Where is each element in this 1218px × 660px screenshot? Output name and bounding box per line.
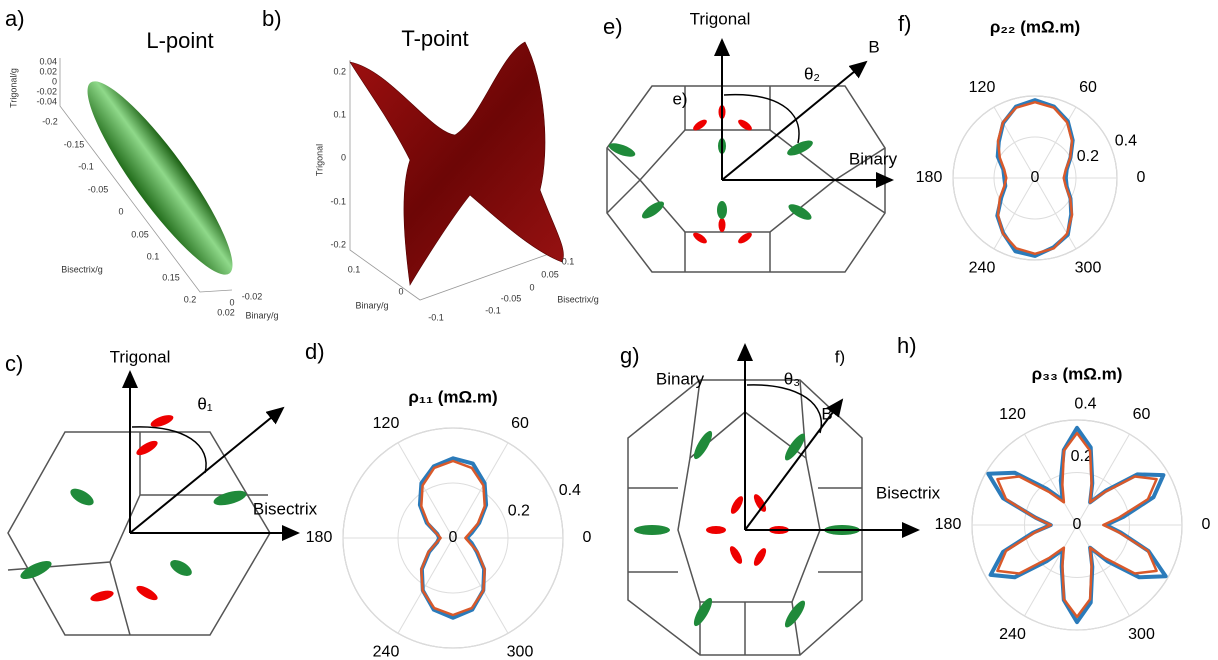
panel-label: a) — [5, 6, 25, 31]
tick-label: 0.1 — [348, 264, 361, 274]
tick-label: -0.05 — [501, 293, 522, 303]
tick-label: 0 — [118, 206, 123, 216]
tick-label: -0.2 — [42, 116, 58, 126]
r-tick-label: 0 — [1031, 169, 1040, 186]
tick-label: 0.1 — [333, 109, 346, 119]
tick-label: 0.05 — [541, 269, 559, 279]
tick-label: -0.15 — [64, 139, 85, 149]
axis-name: Trigonal — [690, 9, 751, 28]
angle-tick-label: 60 — [1079, 79, 1097, 96]
axis-label: Trigonal — [314, 144, 324, 176]
tick-label: -0.1 — [330, 196, 346, 206]
angle-tick-label: 180 — [306, 529, 333, 546]
axis-name: Bisectrix — [253, 499, 318, 518]
tick-label: -0.1 — [428, 312, 444, 322]
angle-tick-label: 240 — [969, 259, 996, 276]
angle-tick-label: 0 — [583, 529, 592, 546]
tick-label: 0.1 — [562, 256, 575, 266]
tick-label: -0.1 — [485, 305, 501, 315]
angle-label: θ₂ — [804, 64, 820, 83]
panel-label: e) — [603, 14, 623, 39]
figure: a) b) c) d) e) f) g) h) L-point T-point … — [0, 0, 1218, 660]
tick-label: 0.05 — [131, 229, 149, 239]
tick-label: 0.1 — [147, 251, 160, 261]
angle-tick-label: 60 — [1133, 406, 1151, 423]
panel-label: c) — [5, 351, 23, 376]
axis-name: Trigonal — [110, 347, 171, 366]
r-tick-label: 0 — [449, 529, 458, 546]
brillouin-zone — [8, 413, 270, 635]
tick-label: 0 — [529, 282, 534, 292]
panel-label: b) — [262, 6, 282, 31]
angle-tick-label: 120 — [999, 406, 1026, 423]
angle-tick-label: 0 — [1202, 516, 1211, 533]
tick-label: -0.05 — [88, 184, 109, 194]
tick-label: 0.2 — [333, 66, 346, 76]
angle-tick-label: 240 — [999, 626, 1026, 643]
tick-label: 0.04 — [39, 56, 57, 66]
tick-label: -0.04 — [36, 96, 57, 106]
polar-chart: 0 60 120 180 240 300 0 0.2 0.4 ρ₂₂ (mΩ.m) — [916, 17, 1146, 276]
tick-label: -0.02 — [242, 291, 263, 301]
axis-name: Bisectrix — [876, 483, 941, 502]
panel-label: g) — [620, 343, 640, 368]
r-tick-label: 0.4 — [1115, 133, 1137, 150]
tick-label: 0.02 — [217, 307, 235, 317]
axis-label: Bisectrix/g — [557, 294, 599, 304]
angle-tick-label: 60 — [511, 415, 529, 432]
angle-label: θ₁ — [197, 394, 212, 413]
field-label: B — [868, 37, 879, 56]
angle-tick-label: 180 — [935, 516, 962, 533]
tick-label: 0.15 — [162, 272, 180, 282]
axis-label: Binary/g — [245, 310, 278, 320]
stray-label: e) — [672, 89, 687, 108]
tick-label: -0.02 — [36, 86, 57, 96]
angle-tick-label: 0 — [1137, 169, 1146, 186]
polar-chart: 0 60 120 180 240 300 0 0.2 0.4 ρ₁₁ (mΩ.m) — [306, 387, 592, 660]
r-tick-label: 0.2 — [508, 503, 530, 520]
tick-label: 0.2 — [184, 294, 197, 304]
surface-title: L-point — [146, 28, 213, 53]
tick-label: 0 — [398, 286, 403, 296]
r-tick-label: 0 — [1073, 516, 1082, 533]
axis-label: Bisectrix/g — [61, 264, 103, 274]
tick-label: -0.2 — [330, 239, 346, 249]
angle-tick-label: 300 — [1128, 626, 1155, 643]
surface-title: T-point — [401, 26, 468, 51]
axis-name: Binary — [656, 369, 705, 388]
chart-title: ρ₁₁ (mΩ.m) — [408, 387, 497, 406]
angle-tick-label: 300 — [1075, 259, 1102, 276]
r-tick-label: 0.4 — [1074, 396, 1096, 413]
chart-title: ρ₂₂ (mΩ.m) — [990, 17, 1080, 36]
angle-tick-label: 120 — [373, 415, 400, 432]
r-tick-label: 0.4 — [559, 482, 581, 499]
l-point-surface — [70, 67, 251, 288]
r-tick-label: 0.2 — [1077, 148, 1099, 165]
angle-tick-label: 300 — [507, 644, 534, 660]
tick-label: 0 — [52, 76, 57, 86]
axis-label: Trigonal/g — [8, 68, 18, 108]
field-label: B — [821, 404, 832, 423]
chart-title: ρ₃₃ (mΩ.m) — [1032, 364, 1123, 383]
t-point-surface — [350, 42, 563, 285]
tick-label: 0.02 — [39, 66, 57, 76]
panel-label: f) — [898, 11, 911, 36]
panel-label: d) — [305, 339, 325, 364]
angle-tick-label: 180 — [916, 169, 943, 186]
angle-label: θ₃ — [784, 369, 800, 388]
tick-label: 0 — [229, 297, 234, 307]
stray-label: f) — [835, 347, 845, 366]
axis-label: Binary/g — [355, 300, 388, 310]
tick-label: 0 — [341, 152, 346, 162]
angle-tick-label: 120 — [969, 79, 996, 96]
angle-tick-label: 240 — [373, 644, 400, 660]
axis-name: Binary — [849, 149, 898, 168]
tick-label: -0.1 — [78, 161, 94, 171]
panel-label: h) — [897, 333, 917, 358]
